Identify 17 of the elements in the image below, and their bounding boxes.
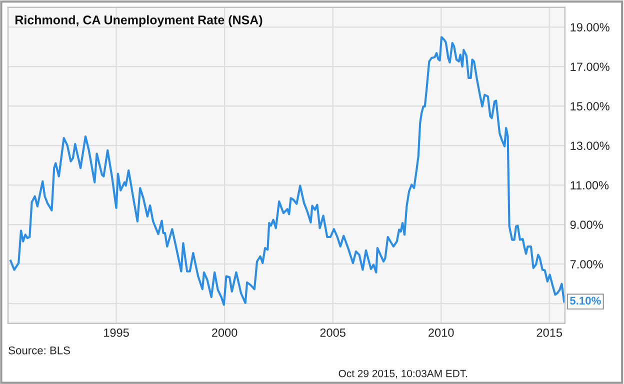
text: Oct 29 2015, 10:03AM EDT. bbox=[338, 370, 468, 378]
x-tick-label: 2010 bbox=[428, 328, 454, 337]
y-tick-label: 13.00% bbox=[570, 142, 610, 150]
annotation: 5.10% bbox=[570, 296, 601, 305]
y-tick-label: 9.00% bbox=[570, 220, 603, 229]
x-tick-label: 2000 bbox=[212, 328, 238, 337]
y-tick-label: 11.00% bbox=[570, 181, 609, 190]
x-tick-label: 2005 bbox=[320, 328, 346, 337]
y-tick-label: 17.00% bbox=[570, 62, 610, 71]
y-tick-label: 7.00% bbox=[570, 260, 603, 268]
y-tick-label: 15.00% bbox=[570, 102, 610, 110]
y-tick-label: 19.00% bbox=[570, 23, 610, 32]
line-series bbox=[10, 36, 565, 306]
source-note: Source: BLS bbox=[8, 346, 70, 354]
x-tick-label: 1995 bbox=[104, 328, 129, 337]
text: Richmond, CA Unemployment Rate (NSA) bbox=[16, 15, 262, 27]
x-tick-label: 2015 bbox=[536, 328, 562, 337]
